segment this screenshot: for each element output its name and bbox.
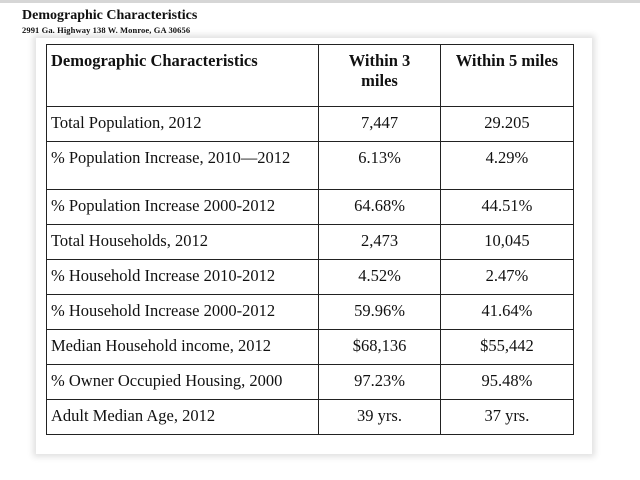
table-row: Total Population, 2012 7,447 29.205 [45, 106, 575, 142]
document-address: 2991 Ga. Highway 138 W. Monroe, GA 30656 [22, 25, 191, 35]
value-within-3-miles: $68,136 [318, 329, 441, 365]
value-within-3-miles: 2,473 [318, 224, 441, 260]
demographics-table: Demographic Characteristics Within 3 mil… [45, 44, 575, 435]
value-within-3-miles: 59.96% [318, 294, 441, 330]
row-label: % Owner Occupied Housing, 2000 [45, 364, 320, 400]
value-within-5-miles: 44.51% [439, 189, 575, 225]
column-header-within-3-miles: Within 3 miles [318, 44, 441, 107]
row-label: Total Households, 2012 [45, 224, 320, 260]
column-header-within-5-miles: Within 5 miles [439, 44, 575, 107]
value-within-5-miles: 37 yrs. [439, 399, 575, 435]
row-label: % Population Increase, 2010—2012 [45, 141, 320, 190]
top-rule [0, 0, 640, 3]
value-within-5-miles: 29.205 [439, 106, 575, 142]
table-row: Total Households, 2012 2,473 10,045 [45, 224, 575, 260]
row-label: % Household Increase 2000-2012 [45, 294, 320, 330]
value-within-5-miles: 95.48% [439, 364, 575, 400]
row-label: Adult Median Age, 2012 [45, 399, 320, 435]
table-row: % Household Increase 2010-2012 4.52% 2.4… [45, 259, 575, 295]
table-header-row: Demographic Characteristics Within 3 mil… [45, 44, 575, 107]
row-label: % Household Increase 2010-2012 [45, 259, 320, 295]
value-within-5-miles: 41.64% [439, 294, 575, 330]
table-row: % Population Increase 2000-2012 64.68% 4… [45, 189, 575, 225]
value-within-3-miles: 7,447 [318, 106, 441, 142]
row-label: Median Household income, 2012 [45, 329, 320, 365]
value-within-3-miles: 64.68% [318, 189, 441, 225]
table-row: Median Household income, 2012 $68,136 $5… [45, 329, 575, 365]
value-within-5-miles: 4.29% [439, 141, 575, 190]
value-within-5-miles: 10,045 [439, 224, 575, 260]
value-within-3-miles: 97.23% [318, 364, 441, 400]
row-label: Total Population, 2012 [45, 106, 320, 142]
value-within-3-miles: 39 yrs. [318, 399, 441, 435]
table-row: Adult Median Age, 2012 39 yrs. 37 yrs. [45, 399, 575, 435]
table-row: % Household Increase 2000-2012 59.96% 41… [45, 294, 575, 330]
column-header-characteristic: Demographic Characteristics [45, 44, 320, 107]
value-within-3-miles: 6.13% [318, 141, 441, 190]
document-title: Demographic Characteristics [22, 8, 198, 23]
value-within-5-miles: 2.47% [439, 259, 575, 295]
value-within-3-miles: 4.52% [318, 259, 441, 295]
table-row: % Owner Occupied Housing, 2000 97.23% 95… [45, 364, 575, 400]
row-label: % Population Increase 2000-2012 [45, 189, 320, 225]
table-row: % Population Increase, 2010—2012 6.13% 4… [45, 141, 575, 190]
value-within-5-miles: $55,442 [439, 329, 575, 365]
document-header: Demographic Characteristics 2991 Ga. Hig… [22, 8, 197, 36]
